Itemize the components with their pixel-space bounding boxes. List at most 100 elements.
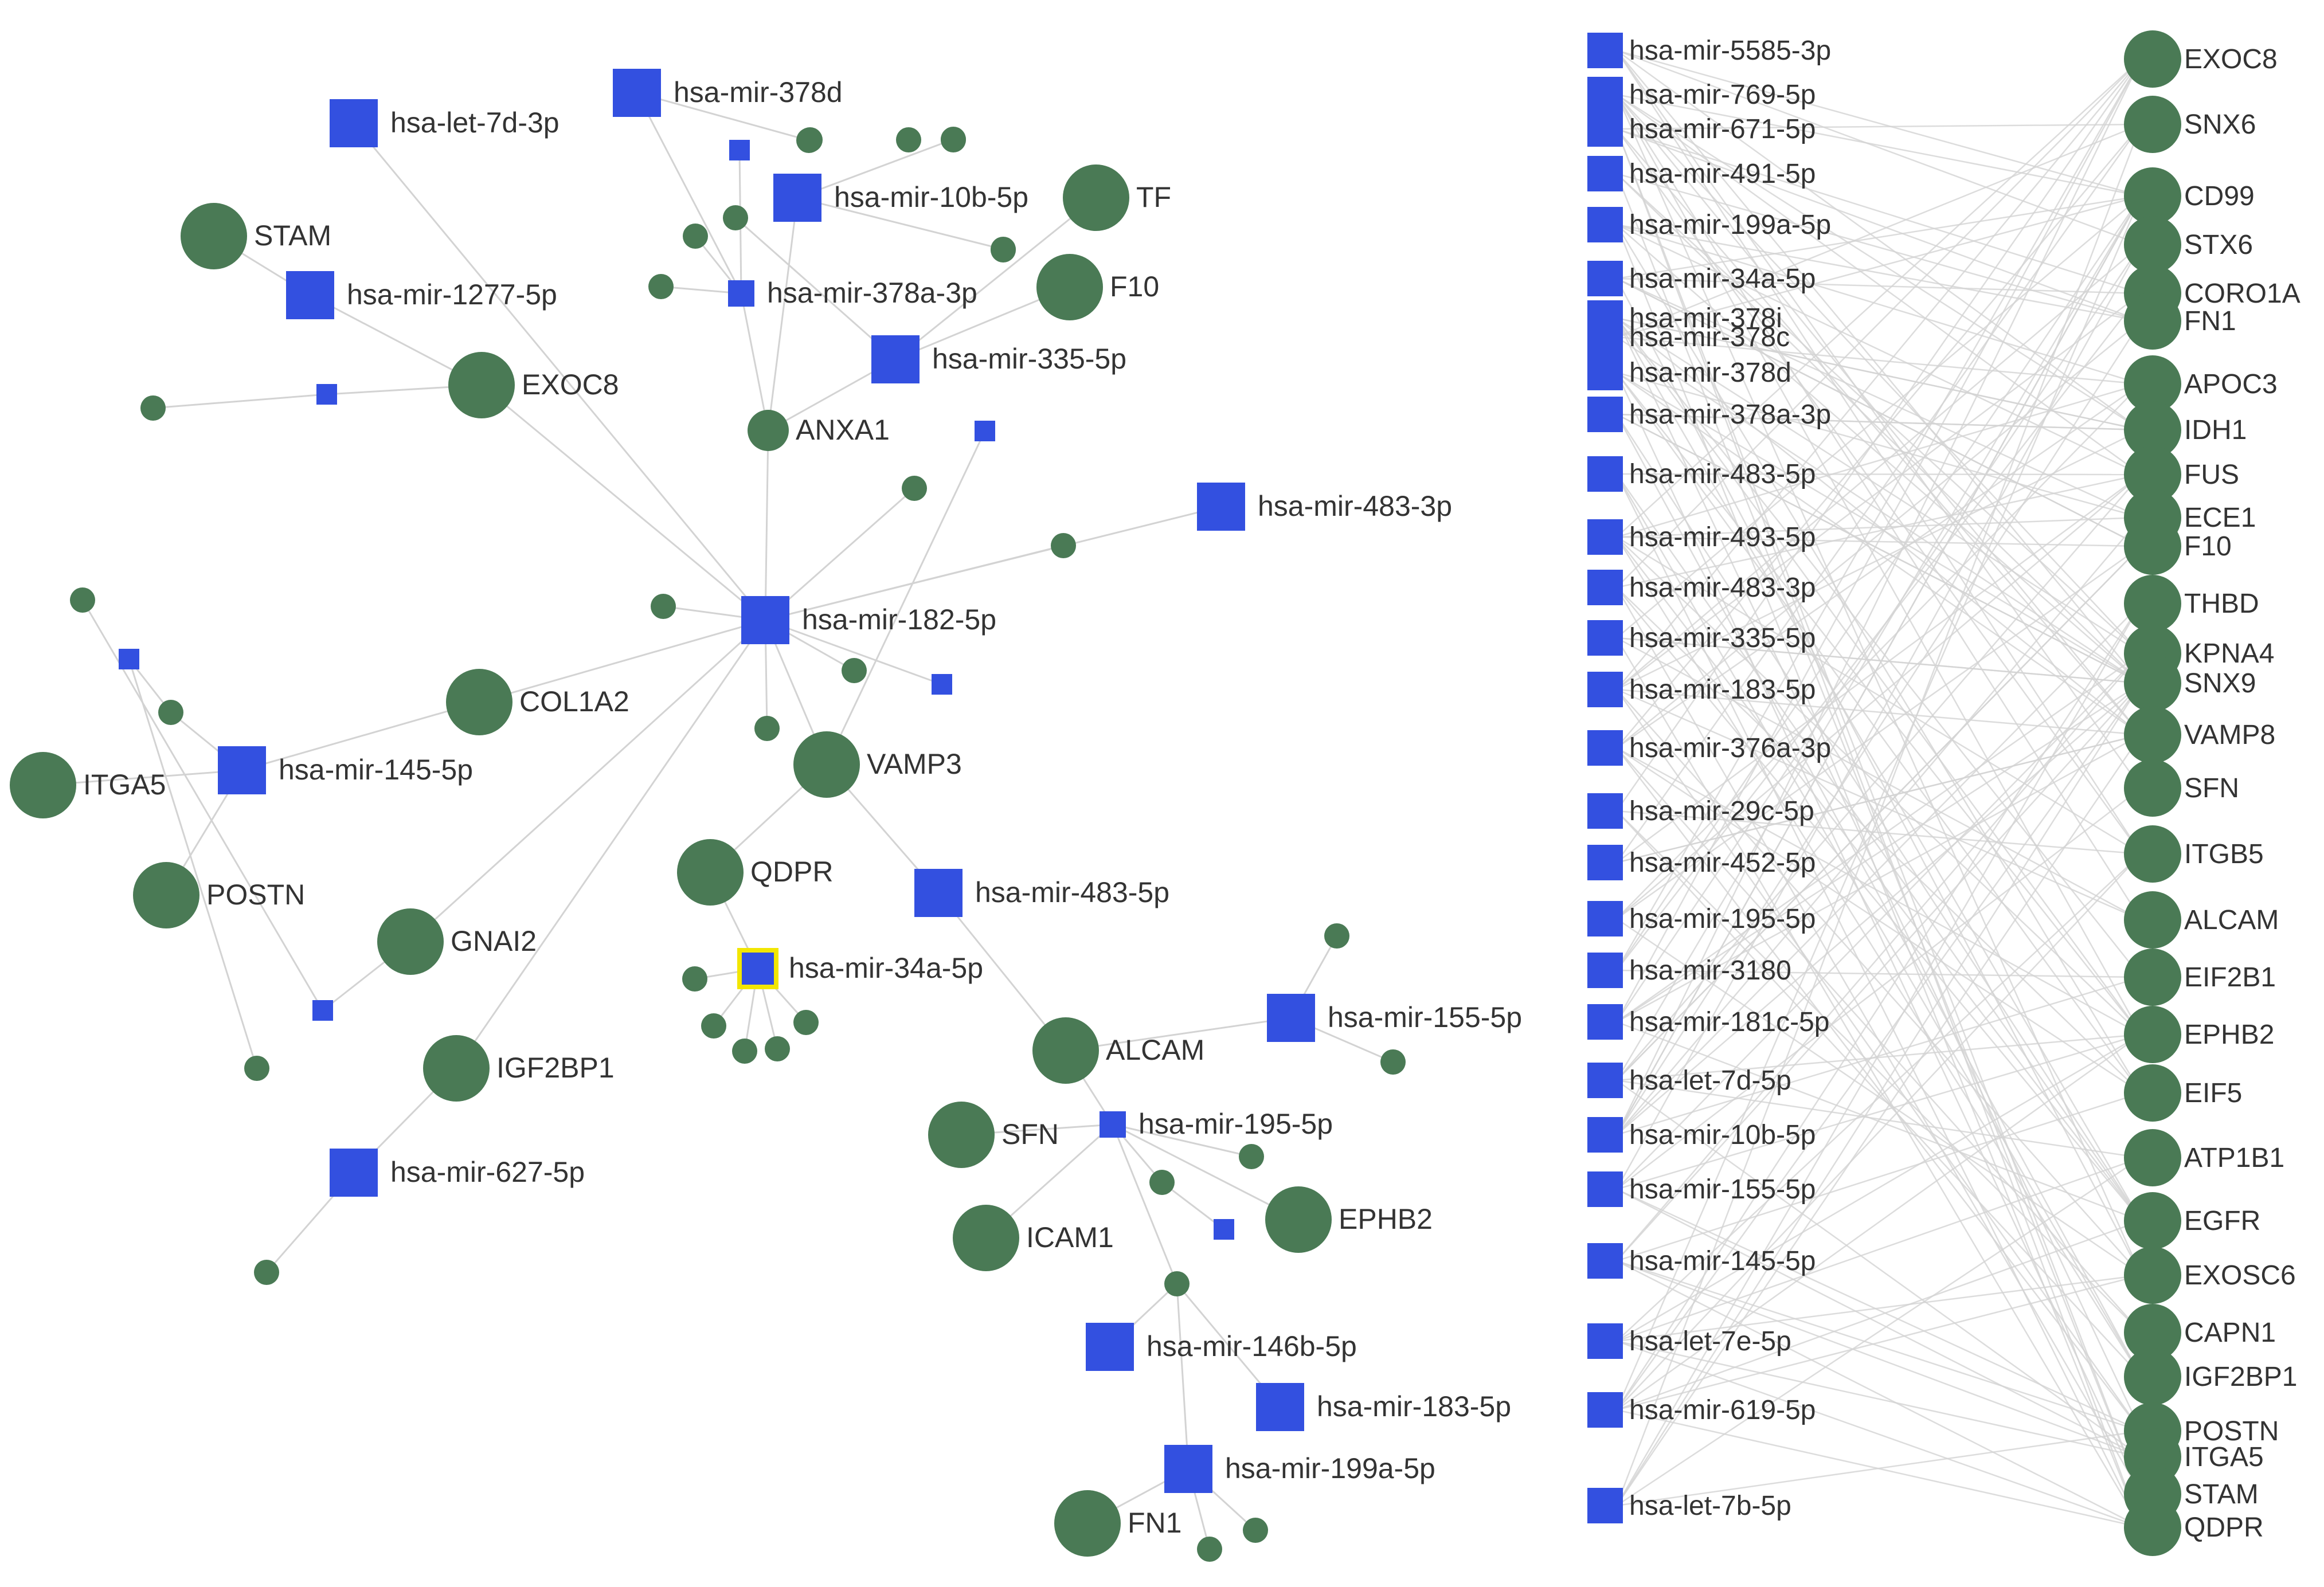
gene-node[interactable]	[902, 476, 927, 501]
mirna-node-hsa-mir-145-5p[interactable]: hsa-mir-145-5p	[218, 746, 473, 794]
gene-node[interactable]	[793, 1010, 819, 1035]
gene-node-exoc8[interactable]: EXOC8	[448, 352, 619, 418]
bipartite-mirna-hsa-mir-34a-5p[interactable]: hsa-mir-34a-5p	[1587, 261, 1816, 296]
gene-node[interactable]	[1164, 1271, 1190, 1296]
gene-node[interactable]	[244, 1056, 269, 1081]
mirna-node-hsa-mir-627-5p[interactable]: hsa-mir-627-5p	[330, 1149, 585, 1197]
mirna-node[interactable]	[729, 140, 750, 160]
bipartite-gene-atp1b1[interactable]: ATP1B1	[2124, 1129, 2284, 1186]
gene-node-tf[interactable]: TF	[1063, 164, 1171, 231]
mirna-node-hsa-mir-146b-5p[interactable]: hsa-mir-146b-5p	[1086, 1323, 1357, 1371]
mirna-node-hsa-mir-10b-5p[interactable]: hsa-mir-10b-5p	[773, 174, 1028, 222]
bipartite-gene-alcam[interactable]: ALCAM	[2124, 891, 2279, 949]
bipartite-mirna-hsa-mir-378a-3p[interactable]: hsa-mir-378a-3p	[1587, 397, 1831, 432]
bipartite-gene-fus[interactable]: FUS	[2124, 446, 2239, 503]
gene-node-itga5[interactable]: ITGA5	[10, 752, 166, 818]
gene-node[interactable]	[701, 1013, 726, 1039]
gene-node[interactable]	[754, 716, 780, 741]
bipartite-mirna-hsa-mir-335-5p[interactable]: hsa-mir-335-5p	[1587, 620, 1816, 656]
bipartite-mirna-hsa-mir-378d[interactable]: hsa-mir-378d	[1587, 355, 1791, 390]
gene-node[interactable]	[941, 127, 966, 152]
gene-node[interactable]	[842, 658, 867, 683]
bipartite-gene-vamp8[interactable]: VAMP8	[2124, 706, 2275, 763]
mirna-node-hsa-mir-195-5p[interactable]: hsa-mir-195-5p	[1100, 1108, 1333, 1140]
bipartite-gene-capn1[interactable]: CAPN1	[2124, 1304, 2276, 1361]
gene-node[interactable]	[682, 966, 707, 992]
bipartite-mirna-hsa-mir-10b-5p[interactable]: hsa-mir-10b-5p	[1587, 1117, 1816, 1153]
bipartite-mirna-hsa-mir-181c-5p[interactable]: hsa-mir-181c-5p	[1587, 1004, 1829, 1040]
bipartite-gene-qdpr[interactable]: QDPR	[2124, 1499, 2264, 1556]
bipartite-mirna-hsa-mir-199a-5p[interactable]: hsa-mir-199a-5p	[1587, 207, 1831, 242]
bipartite-gene-exoc8[interactable]: EXOC8	[2124, 30, 2278, 88]
bipartite-mirna-hsa-let-7d-5p[interactable]: hsa-let-7d-5p	[1587, 1063, 1791, 1098]
gene-node[interactable]	[765, 1036, 790, 1061]
bipartite-mirna-hsa-mir-145-5p[interactable]: hsa-mir-145-5p	[1587, 1243, 1816, 1279]
mirna-node-hsa-mir-155-5p[interactable]: hsa-mir-155-5p	[1267, 994, 1522, 1042]
bipartite-mirna-hsa-mir-195-5p[interactable]: hsa-mir-195-5p	[1587, 901, 1816, 936]
gene-node[interactable]	[254, 1260, 279, 1285]
gene-node[interactable]	[991, 237, 1016, 262]
mirna-node-hsa-mir-1277-5p[interactable]: hsa-mir-1277-5p	[286, 271, 557, 319]
bipartite-gene-ephb2[interactable]: EPHB2	[2124, 1006, 2274, 1063]
bipartite-mirna-hsa-let-7e-5p[interactable]: hsa-let-7e-5p	[1587, 1323, 1791, 1359]
mirna-node-hsa-mir-34a-5p[interactable]: hsa-mir-34a-5p	[737, 948, 983, 989]
bipartite-mirna-hsa-mir-483-5p[interactable]: hsa-mir-483-5p	[1587, 456, 1816, 492]
bipartite-gene-apoc3[interactable]: APOC3	[2124, 355, 2278, 413]
bipartite-mirna-hsa-mir-3180[interactable]: hsa-mir-3180	[1587, 953, 1791, 988]
bipartite-mirna-hsa-mir-619-5p[interactable]: hsa-mir-619-5p	[1587, 1392, 1816, 1428]
bipartite-gene-stx6[interactable]: STX6	[2124, 216, 2253, 273]
bipartite-gene-igf2bp1[interactable]: IGF2BP1	[2124, 1348, 2297, 1405]
gene-node-igf2bp1[interactable]: IGF2BP1	[423, 1035, 615, 1102]
gene-node-fn1[interactable]: FN1	[1054, 1490, 1181, 1557]
mirna-node[interactable]	[119, 649, 139, 669]
mirna-node-hsa-mir-199a-5p[interactable]: hsa-mir-199a-5p	[1164, 1445, 1435, 1493]
bipartite-gene-cd99[interactable]: CD99	[2124, 167, 2255, 225]
gene-node-gnai2[interactable]: GNAI2	[377, 908, 537, 975]
mirna-node-hsa-mir-483-3p[interactable]: hsa-mir-483-3p	[1197, 483, 1452, 531]
gene-node[interactable]	[723, 205, 748, 230]
mirna-node-hsa-mir-335-5p[interactable]: hsa-mir-335-5p	[871, 335, 1126, 383]
gene-node-ephb2[interactable]: EPHB2	[1265, 1186, 1433, 1253]
bipartite-gene-f10[interactable]: F10	[2124, 518, 2232, 575]
bipartite-mirna-hsa-mir-183-5p[interactable]: hsa-mir-183-5p	[1587, 672, 1816, 707]
mirna-node-hsa-mir-183-5p[interactable]: hsa-mir-183-5p	[1256, 1383, 1511, 1431]
gene-node[interactable]	[1380, 1049, 1406, 1075]
gene-node[interactable]	[1197, 1537, 1222, 1562]
bipartite-mirna-hsa-mir-376a-3p[interactable]: hsa-mir-376a-3p	[1587, 730, 1831, 766]
gene-node[interactable]	[1051, 533, 1076, 558]
mirna-node-hsa-mir-182-5p[interactable]: hsa-mir-182-5p	[741, 596, 996, 644]
bipartite-mirna-hsa-mir-155-5p[interactable]: hsa-mir-155-5p	[1587, 1171, 1816, 1207]
bipartite-mirna-hsa-let-7b-5p[interactable]: hsa-let-7b-5p	[1587, 1488, 1791, 1523]
gene-node-icam1[interactable]: ICAM1	[953, 1205, 1114, 1271]
mirna-node[interactable]	[1214, 1219, 1234, 1240]
bipartite-gene-exosc6[interactable]: EXOSC6	[2124, 1247, 2296, 1304]
gene-node[interactable]	[896, 127, 921, 152]
bipartite-mirna-hsa-mir-671-5p[interactable]: hsa-mir-671-5p	[1587, 111, 1816, 147]
gene-node-anxa1[interactable]: ANXA1	[748, 410, 890, 451]
bipartite-gene-sfn[interactable]: SFN	[2124, 759, 2239, 817]
bipartite-mirna-hsa-mir-491-5p[interactable]: hsa-mir-491-5p	[1587, 156, 1816, 191]
bipartite-mirna-hsa-mir-452-5p[interactable]: hsa-mir-452-5p	[1587, 845, 1816, 880]
bipartite-gene-eif5[interactable]: EIF5	[2124, 1064, 2242, 1122]
gene-node[interactable]	[1243, 1518, 1268, 1543]
gene-node-stam[interactable]: STAM	[181, 203, 331, 269]
gene-node[interactable]	[1239, 1144, 1264, 1169]
gene-node[interactable]	[1324, 923, 1349, 949]
gene-node-alcam[interactable]: ALCAM	[1032, 1017, 1204, 1084]
gene-node-qdpr[interactable]: QDPR	[677, 839, 833, 906]
gene-node[interactable]	[651, 594, 676, 619]
gene-node[interactable]	[158, 700, 183, 725]
gene-node[interactable]	[732, 1039, 757, 1064]
mirna-node-hsa-let-7d-3p[interactable]: hsa-let-7d-3p	[330, 99, 560, 147]
gene-node[interactable]	[797, 127, 823, 152]
bipartite-gene-egfr[interactable]: EGFR	[2124, 1192, 2260, 1249]
bipartite-gene-idh1[interactable]: IDH1	[2124, 401, 2247, 459]
gene-node[interactable]	[140, 395, 166, 421]
gene-node-sfn[interactable]: SFN	[928, 1102, 1059, 1168]
mirna-node[interactable]	[316, 384, 337, 405]
bipartite-mirna-hsa-mir-5585-3p[interactable]: hsa-mir-5585-3p	[1587, 33, 1831, 68]
gene-node-vamp3[interactable]: VAMP3	[793, 731, 962, 798]
mirna-node-hsa-mir-378d[interactable]: hsa-mir-378d	[613, 69, 843, 117]
gene-node-col1a2[interactable]: COL1A2	[446, 669, 629, 735]
